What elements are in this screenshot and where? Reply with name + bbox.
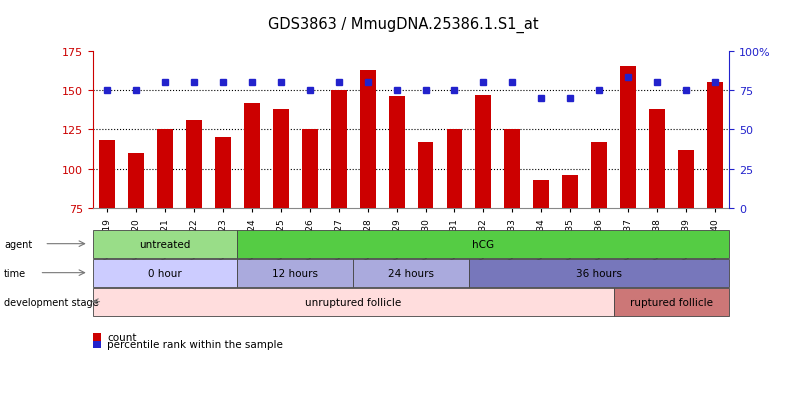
Text: 0 hour: 0 hour [148, 268, 182, 278]
Bar [359, 71, 376, 209]
Bar [418, 142, 434, 209]
Bar [215, 138, 231, 209]
Bar [505, 130, 521, 209]
Bar [620, 67, 636, 209]
Bar [388, 97, 405, 209]
Bar [534, 180, 549, 209]
Bar [563, 176, 578, 209]
Bar [186, 121, 202, 209]
Bar [447, 130, 463, 209]
Bar [128, 154, 144, 209]
Bar [273, 110, 289, 209]
Bar [592, 142, 607, 209]
Text: 12 hours: 12 hours [272, 268, 318, 278]
Bar [99, 141, 115, 209]
Text: agent: agent [4, 239, 32, 249]
Text: percentile rank within the sample: percentile rank within the sample [107, 339, 283, 349]
Text: unruptured follicle: unruptured follicle [305, 297, 401, 307]
Bar [678, 150, 694, 209]
Text: ruptured follicle: ruptured follicle [630, 297, 713, 307]
Text: development stage: development stage [4, 297, 98, 307]
Text: time: time [4, 268, 26, 278]
Bar [157, 130, 173, 209]
Bar [649, 110, 665, 209]
Text: count: count [107, 332, 137, 342]
Text: hCG: hCG [472, 239, 494, 249]
Bar [301, 130, 318, 209]
Bar [707, 83, 723, 209]
Text: GDS3863 / MmugDNA.25386.1.S1_at: GDS3863 / MmugDNA.25386.1.S1_at [268, 17, 538, 33]
Text: 24 hours: 24 hours [388, 268, 434, 278]
Text: 36 hours: 36 hours [576, 268, 622, 278]
Bar [330, 91, 347, 209]
Bar [244, 103, 260, 209]
Bar [476, 95, 492, 209]
Text: untreated: untreated [139, 239, 191, 249]
